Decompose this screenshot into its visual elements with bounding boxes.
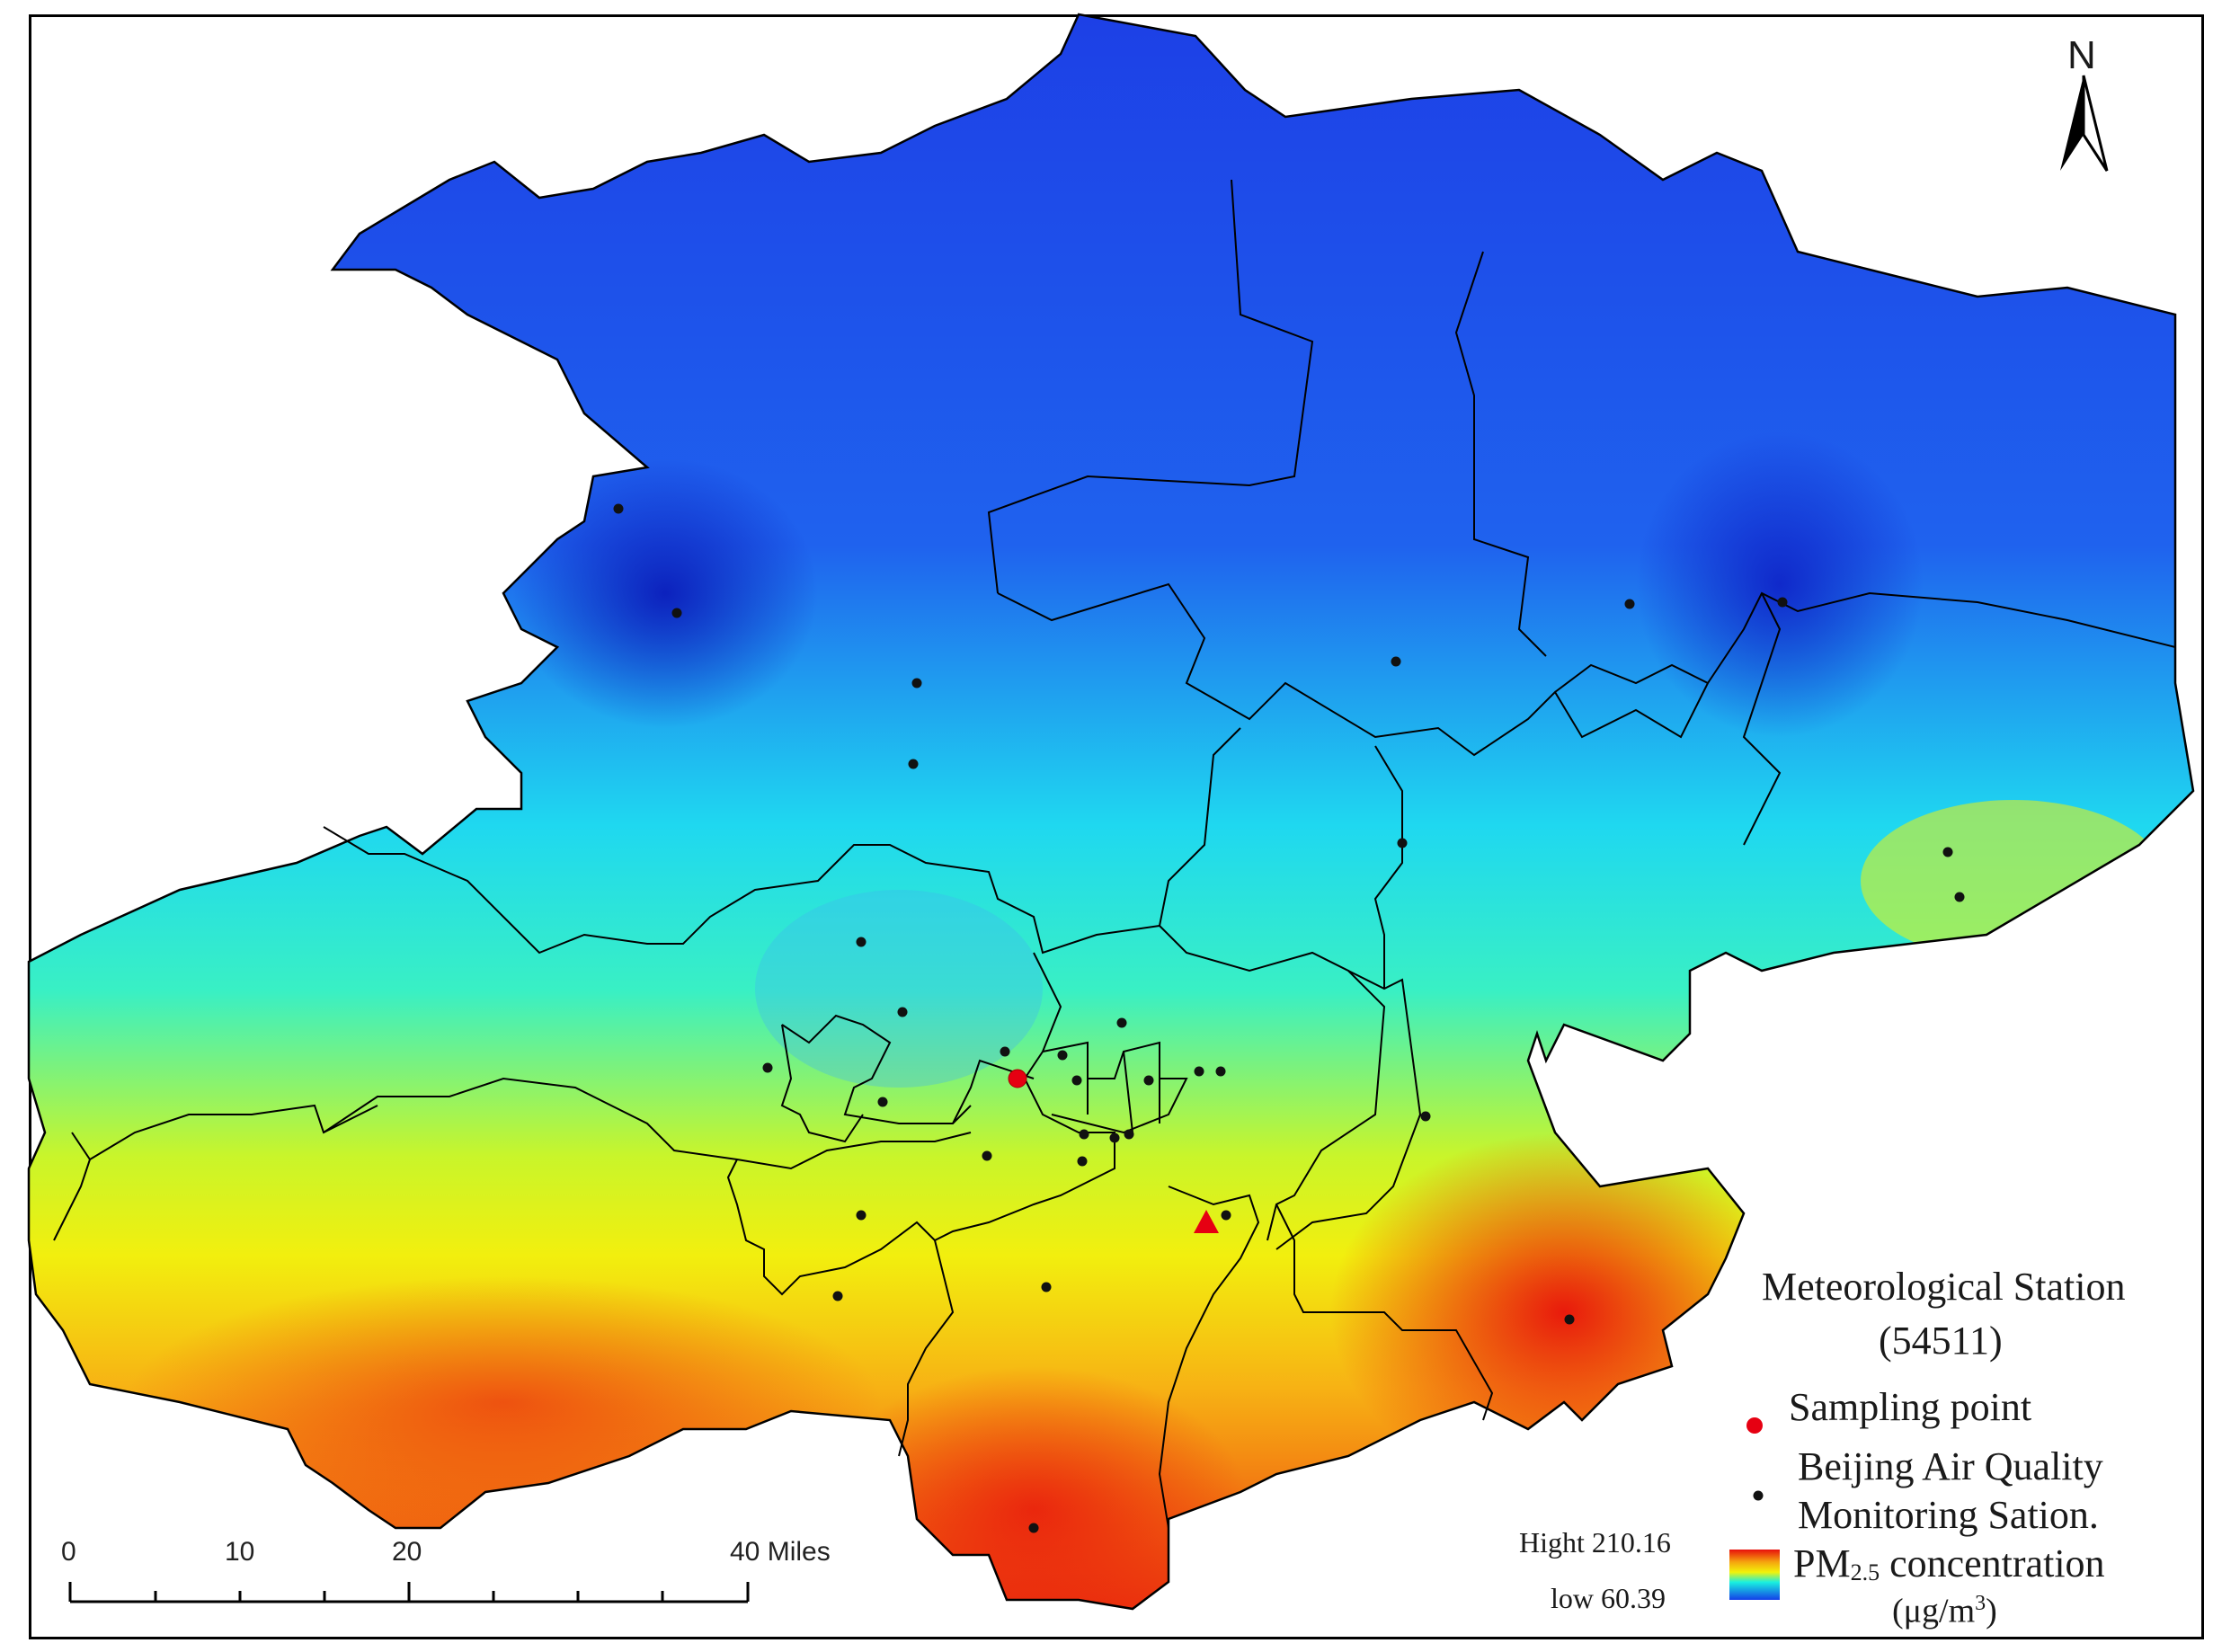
monitoring-station-dot bbox=[1942, 847, 1953, 857]
monitoring-station-dot bbox=[1109, 1132, 1120, 1143]
monitoring-station-dot bbox=[1079, 1129, 1089, 1140]
scale-tick-label: 40 Miles bbox=[730, 1537, 831, 1567]
monitoring-station-dot bbox=[1057, 1050, 1068, 1061]
legend-pm-suffix: concentration bbox=[1880, 1541, 2105, 1585]
monitoring-station-dot bbox=[908, 759, 919, 769]
monitoring-station-dot bbox=[1077, 1156, 1088, 1167]
monitoring-station-dot bbox=[613, 503, 624, 514]
legend-station-title: Meteorological Station bbox=[1762, 1265, 2126, 1309]
scale-tick-label: 10 bbox=[225, 1537, 255, 1567]
legend-unit-suffix: ) bbox=[1986, 1592, 1997, 1630]
monitoring-station-dot bbox=[1221, 1210, 1231, 1221]
legend-sampling-point-label: Sampling point bbox=[1789, 1385, 2032, 1429]
district-boundaries bbox=[53, 179, 2176, 1529]
monitoring-station-dot bbox=[1143, 1075, 1154, 1086]
monitoring-station-dot bbox=[897, 1007, 908, 1017]
monitoring-station-dot bbox=[1194, 1066, 1204, 1077]
legend-monitoring-label-line1: Beijing Air Quality bbox=[1798, 1444, 2103, 1488]
legend-color-ramp bbox=[1729, 1550, 1780, 1600]
legend-sampling-point-symbol bbox=[1746, 1417, 1763, 1434]
scale-tick-label: 0 bbox=[61, 1537, 76, 1567]
legend-station-id: (54511) bbox=[1879, 1319, 2003, 1363]
monitoring-station-dot bbox=[1397, 838, 1408, 848]
legend-unit-prefix: (μg/m bbox=[1892, 1592, 1976, 1630]
monitoring-station-dot bbox=[856, 937, 867, 947]
legend-unit-superscript: 3 bbox=[1975, 1592, 1986, 1615]
monitoring-station-dot bbox=[1028, 1523, 1039, 1533]
legend-pm25-label: PM2.5 concentration bbox=[1793, 1541, 2105, 1585]
monitoring-station-dot bbox=[1071, 1075, 1082, 1086]
monitoring-station-dot bbox=[1124, 1129, 1134, 1140]
monitoring-station-dot bbox=[1624, 599, 1635, 609]
monitoring-station-dot bbox=[982, 1150, 992, 1161]
legend-low-value: low 60.39 bbox=[1551, 1582, 1666, 1614]
monitoring-station-dot bbox=[1215, 1066, 1226, 1077]
monitoring-station-dot bbox=[1041, 1282, 1052, 1292]
monitoring-station-dot bbox=[1420, 1111, 1431, 1122]
monitoring-station-dot bbox=[671, 608, 682, 618]
monitoring-station-dot bbox=[1777, 597, 1788, 608]
monitoring-stations bbox=[613, 503, 1965, 1533]
legend-pm-prefix: PM bbox=[1793, 1541, 1851, 1585]
legend-unit: (μg/m3) bbox=[1892, 1593, 1997, 1629]
monitoring-station-dot bbox=[856, 1210, 867, 1221]
monitoring-station-dot bbox=[1116, 1017, 1127, 1028]
legend-monitor-dot-symbol bbox=[1753, 1490, 1764, 1501]
scale-bar bbox=[68, 1582, 750, 1603]
monitoring-station-dot bbox=[832, 1291, 843, 1301]
sampling-point-marker bbox=[1008, 1069, 1027, 1088]
monitoring-station-dot bbox=[762, 1062, 773, 1073]
legend-pm-subscript: 2.5 bbox=[1850, 1559, 1880, 1585]
legend-monitoring-label-line2: Monitoring Sation. bbox=[1798, 1493, 2099, 1537]
legend-high-value: Hight 210.16 bbox=[1519, 1526, 1671, 1559]
monitoring-station-dot bbox=[911, 678, 922, 688]
scale-tick-label: 20 bbox=[392, 1537, 422, 1567]
monitoring-station-dot bbox=[1564, 1314, 1575, 1325]
north-label: N bbox=[2067, 33, 2096, 77]
monitoring-station-dot bbox=[1954, 892, 1965, 902]
monitoring-station-dot bbox=[877, 1097, 888, 1107]
monitoring-station-dot bbox=[1391, 656, 1401, 667]
meteorological-station-marker bbox=[1194, 1210, 1219, 1233]
monitoring-station-dot bbox=[1000, 1046, 1010, 1057]
north-arrow-icon bbox=[2060, 75, 2109, 172]
